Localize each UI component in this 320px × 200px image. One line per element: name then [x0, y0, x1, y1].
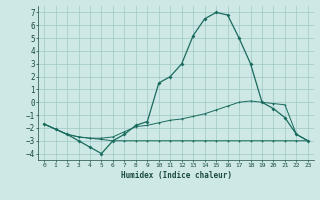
X-axis label: Humidex (Indice chaleur): Humidex (Indice chaleur) — [121, 171, 231, 180]
